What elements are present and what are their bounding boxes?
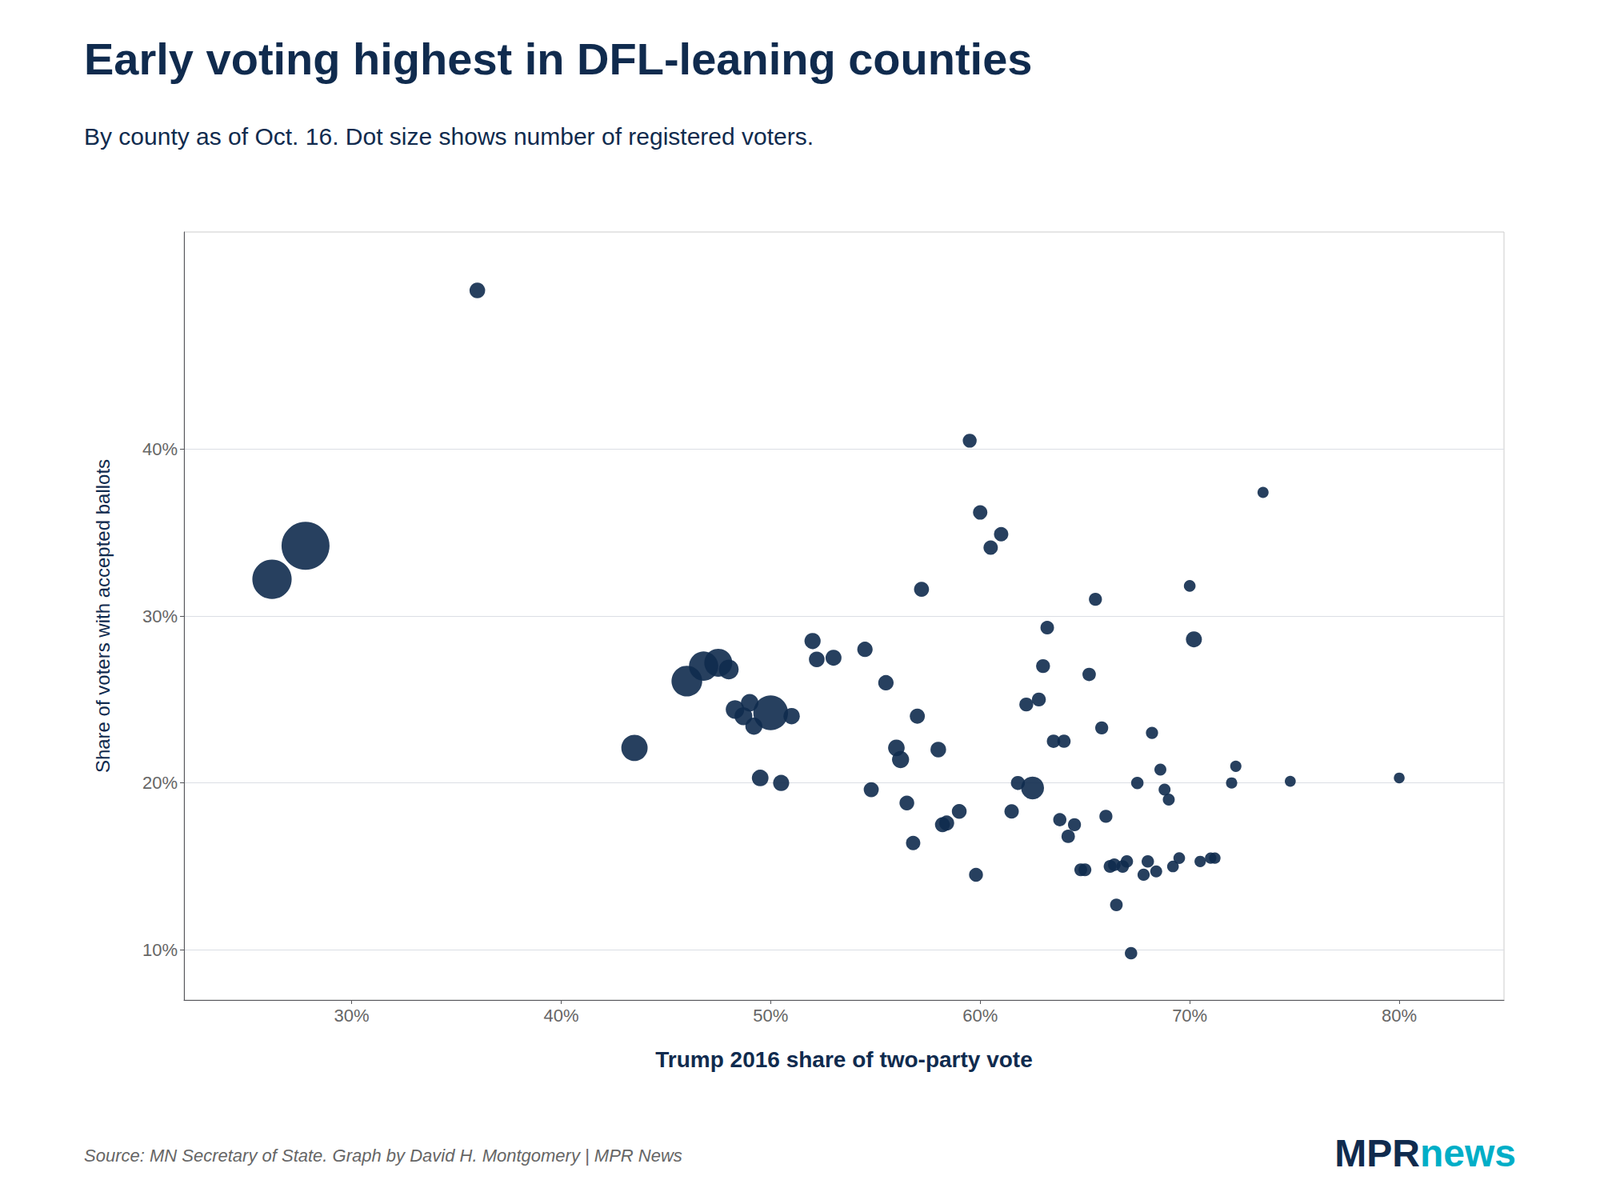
- svg-text:70%: 70%: [1172, 1005, 1208, 1026]
- svg-text:Trump 2016 share of two-party: Trump 2016 share of two-party vote: [655, 1047, 1032, 1072]
- svg-text:Share of voters with accepted: Share of voters with accepted ballots: [92, 459, 114, 773]
- svg-text:30%: 30%: [142, 606, 178, 627]
- svg-text:news: news: [1420, 1132, 1516, 1175]
- svg-text:50%: 50%: [752, 1005, 788, 1026]
- svg-text:By county as of Oct. 16. Dot s: By county as of Oct. 16. Dot size shows …: [84, 123, 814, 150]
- svg-text:40%: 40%: [543, 1005, 579, 1026]
- svg-text:10%: 10%: [142, 940, 178, 960]
- svg-text:60%: 60%: [962, 1005, 998, 1026]
- svg-text:Source: MN Secretary of State.: Source: MN Secretary of State. Graph by …: [84, 1145, 683, 1166]
- svg-text:Early voting highest in DFL-le: Early voting highest in DFL-leaning coun…: [84, 33, 1032, 84]
- svg-text:MPR: MPR: [1334, 1132, 1420, 1175]
- svg-text:20%: 20%: [142, 772, 178, 793]
- svg-text:80%: 80%: [1381, 1005, 1417, 1026]
- svg-text:40%: 40%: [142, 439, 178, 460]
- svg-text:30%: 30%: [334, 1005, 370, 1026]
